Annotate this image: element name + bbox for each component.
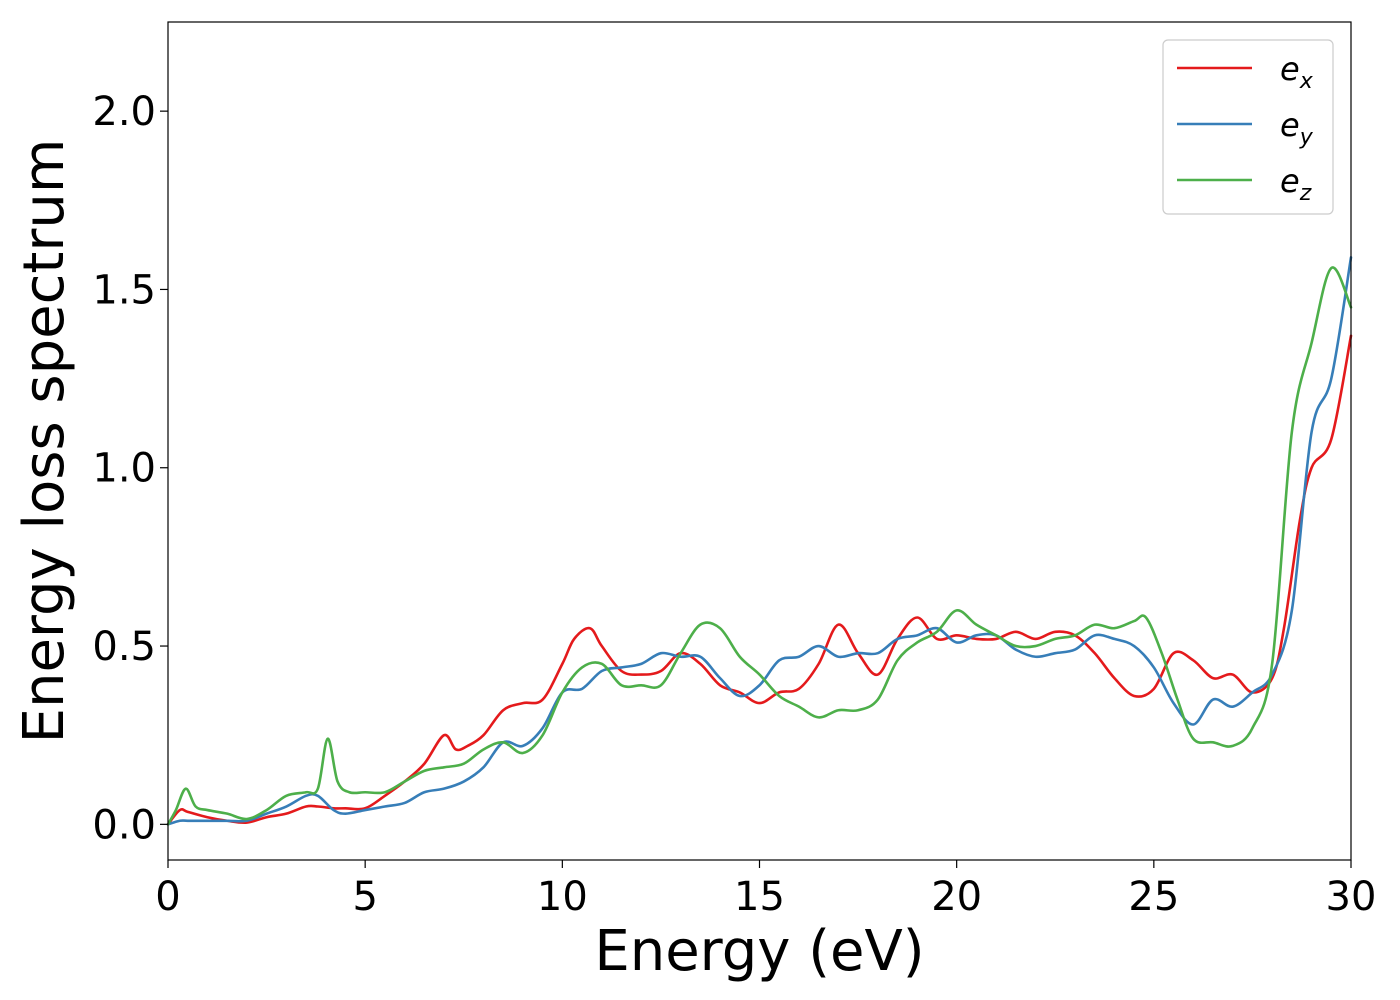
x-tick-label: 15 — [734, 874, 785, 920]
x-tick-label: 10 — [537, 874, 588, 920]
x-tick-label: 30 — [1326, 874, 1377, 920]
x-axis-title: Energy (eV) — [594, 919, 924, 984]
y-tick-label: 1.0 — [92, 446, 156, 492]
series-line-ez — [166, 266, 1353, 826]
y-tick-label: 2.0 — [92, 89, 156, 135]
y-axis-title: Energy loss spectrum — [12, 139, 77, 744]
series-layer — [166, 256, 1353, 826]
series-line-ey — [166, 256, 1353, 826]
series-line-ex — [166, 334, 1353, 826]
x-axis-ticks: 0 5 10 15 20 25 30 — [155, 860, 1376, 920]
x-tick-label: 20 — [931, 874, 982, 920]
x-tick-label: 5 — [352, 874, 377, 920]
y-tick-label: 0.0 — [92, 802, 156, 848]
x-tick-label: 0 — [155, 874, 180, 920]
y-tick-label: 1.5 — [92, 267, 156, 313]
legend-box — [1162, 39, 1334, 215]
plot-background — [168, 22, 1351, 860]
y-tick-label: 0.5 — [92, 624, 156, 670]
y-axis-ticks: 0.0 0.5 1.0 1.5 2.0 — [92, 89, 168, 848]
x-tick-label: 25 — [1128, 874, 1179, 920]
